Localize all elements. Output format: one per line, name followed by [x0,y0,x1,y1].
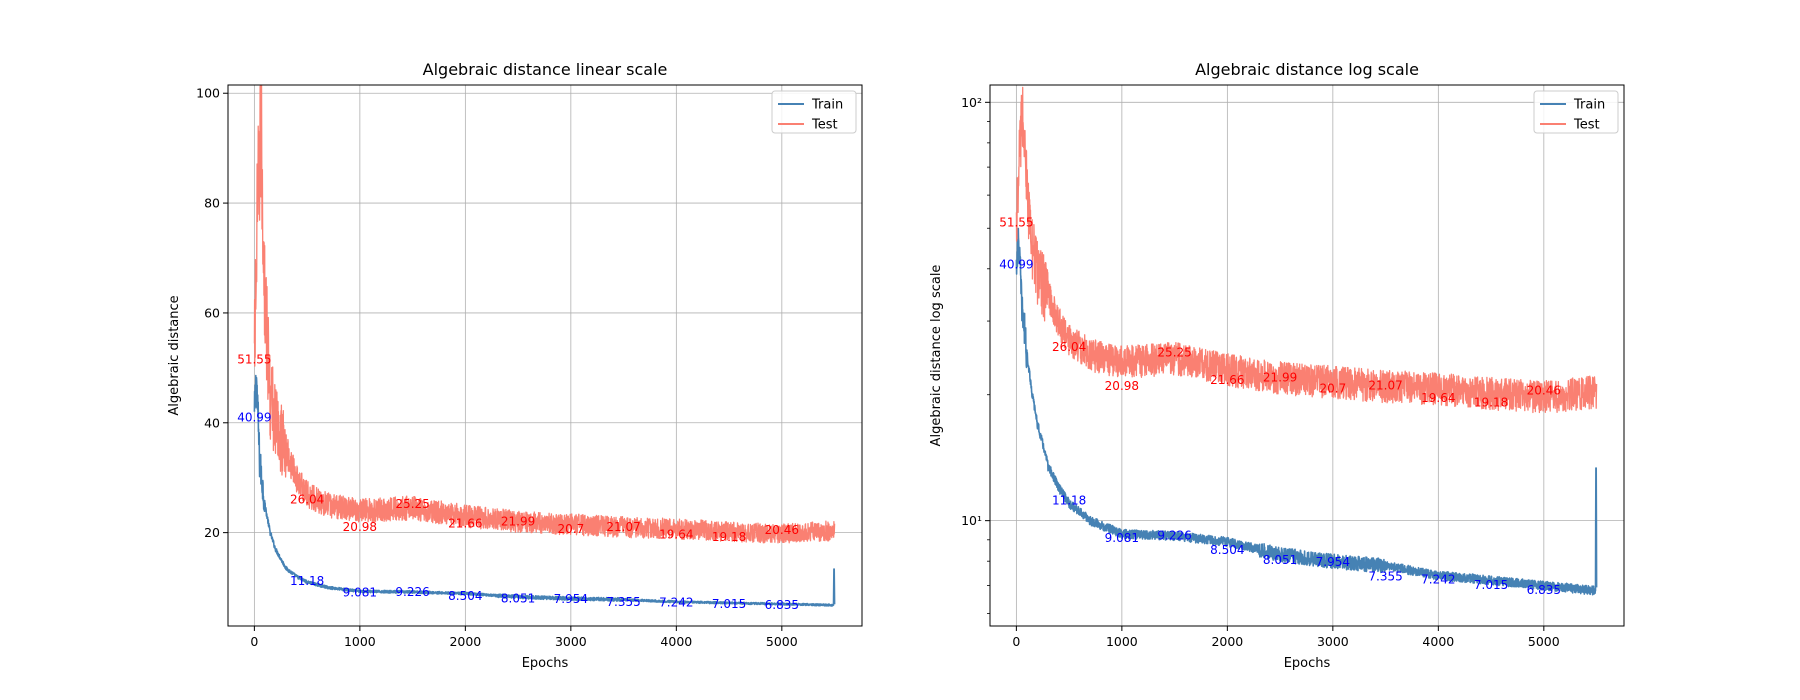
x-tick-label: 5000 [1528,634,1560,649]
legend: Train Test [1533,90,1619,134]
test-data-label: 20.98 [1105,379,1139,393]
test-data-label: 20.46 [765,523,799,537]
chart-1: 40.99 11.18 9.081 9.226 8.504 8.051 7.954 7.355… [167,60,863,671]
train-data-label: 8.504 [448,589,482,603]
train-data-label: 9.081 [1105,531,1139,545]
test-data-label: 21.66 [1210,373,1244,387]
legend: Train Test [771,90,857,134]
train-data-label: 7.954 [1316,555,1350,569]
x-tick-label: 0 [250,634,258,649]
train-data-label: 9.081 [343,586,377,600]
train-data-label: 7.355 [1368,569,1402,583]
x-tick-label: 4000 [660,634,692,649]
legend-test-label: Test [811,118,838,133]
train-data-label: 40.99 [999,257,1033,271]
train-data-label: 8.504 [1210,543,1244,557]
axes-frame [227,84,863,627]
test-data-label: 20.46 [1527,384,1561,398]
test-data-label: 21.66 [448,517,482,531]
test-data-label: 19.18 [712,530,746,544]
y-axis-label: Algebraic distance [167,295,182,415]
chart-title: Algebraic distance linear scale [423,60,668,79]
train-data-label: 7.242 [659,596,693,610]
x-tick-label: 3000 [555,634,587,649]
y-axis-label: Algebraic distance log scale [929,265,944,447]
train-data-label: 40.99 [237,410,271,424]
train-data-label: 7.355 [606,595,640,609]
x-tick-label: 5000 [766,634,798,649]
test-data-label: 25.25 [1157,345,1191,359]
x-tick-label: 3000 [1317,634,1349,649]
y-tick-label: 10² [961,95,982,110]
test-data-label: 21.07 [606,520,640,534]
test-data-label: 21.07 [1368,378,1402,392]
test-line [1015,86,1598,414]
train-line [253,374,836,607]
train-data-label: 7.954 [554,592,588,606]
test-data-label: 21.99 [501,515,535,529]
test-data-label: 51.55 [237,352,271,366]
x-axis-label: Epochs [522,656,569,671]
train-data-label: 9.226 [395,585,429,599]
x-tick-label: 2000 [449,634,481,649]
train-data-label: 6.835 [765,598,799,612]
plot-area [1015,86,1598,596]
x-tick-label: 1000 [344,634,376,649]
test-data-label: 26.04 [290,492,324,506]
test-data-label: 19.64 [659,528,693,542]
legend-box [771,90,857,134]
test-data-label: 20.7 [557,522,584,536]
legend-box [1533,90,1619,134]
plot-area [253,85,836,607]
test-data-label: 19.18 [1474,395,1508,409]
test-data-label: 20.98 [343,520,377,534]
y-tick-label: 100 [196,86,220,101]
test-data-label: 21.99 [1263,370,1297,384]
y-tick-label: 80 [204,196,220,211]
train-data-label: 6.835 [1527,583,1561,597]
legend-train-label: Train [1573,98,1605,113]
chart-title: Algebraic distance log scale [1195,60,1419,79]
chart-2: 40.99 11.18 9.081 9.226 8.504 8.051 7.954 7.355… [929,60,1625,671]
train-data-label: 8.051 [501,591,535,605]
test-line [253,85,836,544]
test-data-label: 20.7 [1319,381,1346,395]
x-tick-label: 4000 [1422,634,1454,649]
test-data-label: 51.55 [999,216,1033,230]
y-tick-label: 10¹ [961,513,982,528]
test-data-label: 25.25 [395,497,429,511]
train-data-label: 11.18 [290,574,324,588]
legend-test-label: Test [1573,118,1600,133]
train-data-label: 8.051 [1263,553,1297,567]
y-tick-label: 40 [204,415,220,430]
x-tick-label: 0 [1012,634,1020,649]
y-tick-label: 60 [204,305,220,320]
x-tick-label: 2000 [1211,634,1243,649]
y-tick-label: 20 [204,525,220,540]
train-data-label: 9.226 [1157,528,1191,542]
train-data-label: 7.015 [1474,578,1508,592]
legend-train-label: Train [811,98,843,113]
train-data-label: 11.18 [1052,493,1086,507]
train-data-label: 7.015 [712,597,746,611]
test-data-label: 19.64 [1421,391,1455,405]
train-data-label: 7.242 [1421,572,1455,586]
x-tick-label: 1000 [1106,634,1138,649]
test-data-label: 26.04 [1052,340,1086,354]
axes-frame [989,84,1625,627]
train-line [1015,227,1598,596]
x-axis-label: Epochs [1284,656,1331,671]
